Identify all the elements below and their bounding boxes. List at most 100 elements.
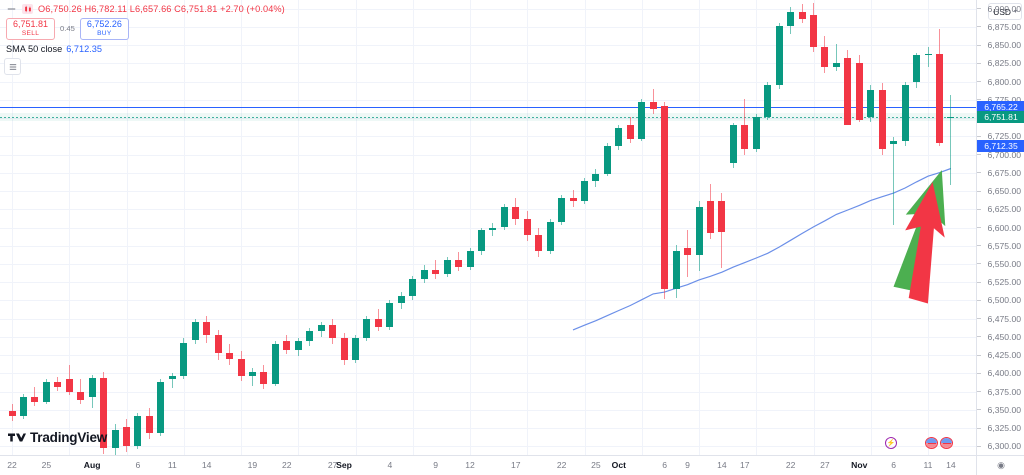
candle xyxy=(787,0,795,455)
candle-body xyxy=(226,352,234,359)
candle xyxy=(638,0,646,455)
candle-wick xyxy=(652,88,654,114)
candle xyxy=(810,0,817,455)
time-tick: Aug xyxy=(83,460,101,470)
candle xyxy=(31,0,39,455)
collapse-pane-button[interactable] xyxy=(4,58,21,75)
time-tick: 22 xyxy=(785,460,796,470)
candle-body xyxy=(890,141,898,145)
candle xyxy=(523,0,531,455)
candle xyxy=(489,0,497,455)
price-tick: 6,550.00 xyxy=(977,258,1024,270)
candle-body xyxy=(466,250,474,267)
time-tick: 22 xyxy=(7,460,17,470)
sma-price-tag[interactable]: 6,712.35 xyxy=(977,139,1024,152)
candle xyxy=(775,0,783,455)
currency-label: USD xyxy=(993,6,1011,17)
candle xyxy=(443,0,451,455)
price-tick: 6,775.00 xyxy=(977,94,1024,106)
candle xyxy=(695,0,703,455)
time-tick: 6 xyxy=(891,460,897,470)
earnings-marker-1[interactable] xyxy=(925,437,938,449)
candle xyxy=(878,0,886,455)
candle-body xyxy=(638,102,646,139)
price-tick: 6,300.00 xyxy=(977,440,1024,452)
price-axis[interactable]: USD ▾ 6,900.00 6,875.00 6,850.00 6,825.00 6,… xyxy=(976,0,1024,455)
buy-label: BUY xyxy=(97,29,112,37)
chart-plot-area[interactable]: TradingView ⚡ xyxy=(0,0,976,455)
resistance-price-tag[interactable]: 6,765.22 xyxy=(977,101,1024,114)
candle-body xyxy=(237,358,245,377)
candle xyxy=(558,0,566,455)
candle-body xyxy=(810,14,817,47)
candle-body xyxy=(100,377,108,448)
candle-body xyxy=(443,259,451,275)
candle xyxy=(123,0,130,455)
candle xyxy=(741,0,749,455)
candle xyxy=(283,0,291,455)
candle-body xyxy=(832,62,840,68)
ohlc-values: O6,750.26 H6,782.11 L6,657.66 C6,751.81 … xyxy=(38,4,285,14)
candle-body xyxy=(477,230,485,251)
price-line-resistance[interactable] xyxy=(0,107,976,108)
buy-button[interactable]: 6,752.26 BUY xyxy=(79,18,129,40)
candle-body xyxy=(901,84,909,142)
dividend-marker[interactable]: ⚡ xyxy=(885,437,897,449)
time-axis[interactable]: 22 25 Aug 6 11 14 19 22 27 Sep 4 9 12 17 22 25 Oct 6 9 14 17… xyxy=(0,455,1024,475)
price-tick: 6,325.00 xyxy=(977,422,1024,434)
candle xyxy=(77,0,85,455)
candle-body xyxy=(649,102,657,110)
candle-body xyxy=(661,106,669,289)
buy-price: 6,752.26 xyxy=(86,19,122,29)
candle xyxy=(409,0,417,455)
candle-body xyxy=(867,90,875,117)
sell-button[interactable]: 6,751.81 SELL xyxy=(6,18,56,40)
candle xyxy=(100,0,108,455)
candle-body xyxy=(947,116,955,119)
time-tick: 9 xyxy=(685,460,690,470)
candlestick-icon[interactable] xyxy=(22,4,33,14)
candle-body xyxy=(157,382,165,434)
candle-body xyxy=(294,341,302,350)
candle-body xyxy=(764,84,772,117)
candle-body xyxy=(168,376,176,380)
time-tick: 22 xyxy=(556,460,567,470)
currency-selector[interactable]: USD ▾ xyxy=(988,3,1022,20)
candle-body xyxy=(752,116,760,149)
candle xyxy=(363,0,371,455)
candle-wick xyxy=(171,373,173,388)
candle xyxy=(684,0,692,455)
candle-body xyxy=(592,173,600,181)
candle xyxy=(386,0,394,455)
candle xyxy=(432,0,440,455)
candle-body xyxy=(397,296,405,304)
candle-body xyxy=(706,201,714,234)
price-tick: 6,725.00 xyxy=(977,130,1024,142)
candle xyxy=(374,0,382,455)
candle xyxy=(329,0,337,455)
sma-legend[interactable]: SMA 50 close 6,712.35 xyxy=(6,44,285,54)
candle xyxy=(546,0,554,455)
candle xyxy=(592,0,600,455)
axis-settings-button[interactable]: ◉ xyxy=(976,455,1024,475)
candle-body xyxy=(844,58,852,126)
candle-body xyxy=(729,125,737,164)
time-tick: 4 xyxy=(387,460,393,470)
time-tick: 25 xyxy=(41,460,52,470)
candle-wick xyxy=(927,46,929,68)
candle-body xyxy=(626,125,634,139)
candle-body xyxy=(615,128,623,146)
candle xyxy=(226,0,234,455)
last-price-tag[interactable]: 6,751.81 xyxy=(977,110,1024,123)
earnings-marker-2[interactable] xyxy=(940,437,953,449)
price-tick: 6,625.00 xyxy=(977,203,1024,215)
eye-icon[interactable] xyxy=(6,4,17,14)
candle-body xyxy=(8,411,16,417)
candle xyxy=(214,0,222,455)
candle xyxy=(867,0,875,455)
price-tick: 6,575.00 xyxy=(977,240,1024,252)
candle xyxy=(890,0,898,455)
price-line-last-price xyxy=(0,117,976,118)
time-tick: 12 xyxy=(465,460,475,470)
